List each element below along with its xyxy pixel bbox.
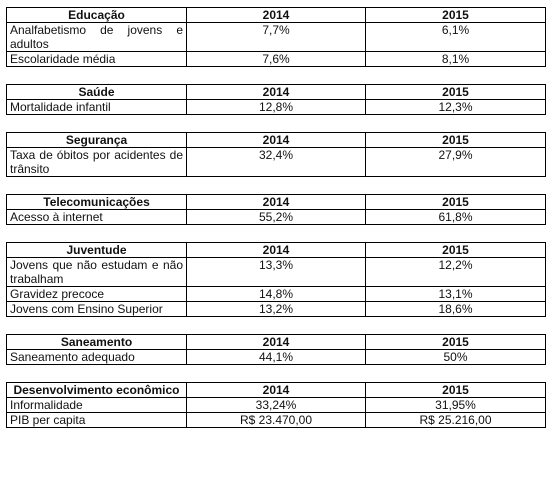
value-2015: 27,9%	[365, 147, 546, 177]
value-2014: 13,3%	[186, 257, 366, 287]
table-header-row: Saneamento 2014 2015	[6, 334, 546, 350]
table-row: PIB per capita R$ 23.470,00 R$ 25.216,00	[6, 412, 546, 428]
value-2014: 13,2%	[186, 301, 366, 317]
table-header-row: Educação 2014 2015	[6, 7, 546, 23]
indicator-label: Jovens com Ensino Superior	[6, 301, 187, 317]
table-row: Mortalidade infantil 12,8% 12,3%	[6, 99, 546, 115]
year-2015-header: 2015	[365, 334, 546, 350]
value-2015: 61,8%	[365, 209, 546, 225]
value-2014: 55,2%	[186, 209, 366, 225]
table-row: Jovens com Ensino Superior 13,2% 18,6%	[6, 301, 546, 317]
table-saude: Saúde 2014 2015 Mortalidade infantil 12,…	[6, 84, 546, 115]
indicator-label: Saneamento adequado	[6, 349, 187, 365]
year-2015-header: 2015	[365, 84, 546, 100]
table-row: Escolaridade média 7,6% 8,1%	[6, 51, 546, 67]
table-row: Jovens que não estudam e não trabalham 1…	[6, 257, 546, 287]
category-header: Segurança	[6, 132, 187, 148]
table-row: Gravidez precoce 14,8% 13,1%	[6, 286, 546, 302]
value-2014: 32,4%	[186, 147, 366, 177]
year-2014-header: 2014	[186, 194, 366, 210]
indicator-label: Informalidade	[6, 397, 187, 413]
table-header-row: Desenvolvimento econômico 2014 2015	[6, 382, 546, 398]
value-2014: 44,1%	[186, 349, 366, 365]
value-2015: 18,6%	[365, 301, 546, 317]
table-telecomunicacoes: Telecomunicações 2014 2015 Acesso à inte…	[6, 194, 546, 225]
table-header-row: Segurança 2014 2015	[6, 132, 546, 148]
indicator-label: Escolaridade média	[6, 51, 187, 67]
table-header-row: Juventude 2014 2015	[6, 242, 546, 258]
value-2014: 7,7%	[186, 22, 366, 52]
table-header-row: Saúde 2014 2015	[6, 84, 546, 100]
year-2014-header: 2014	[186, 382, 366, 398]
year-2014-header: 2014	[186, 84, 366, 100]
year-2015-header: 2015	[365, 194, 546, 210]
indicator-tables: Educação 2014 2015 Analfabetismo de jove…	[6, 7, 546, 428]
table-desenvolvimento-economico: Desenvolvimento econômico 2014 2015 Info…	[6, 382, 546, 428]
indicator-label: Analfabetismo de jovens e adultos	[6, 22, 187, 52]
category-header: Saneamento	[6, 334, 187, 350]
indicator-label: Mortalidade infantil	[6, 99, 187, 115]
value-2015: 8,1%	[365, 51, 546, 67]
value-2014: 14,8%	[186, 286, 366, 302]
year-2014-header: 2014	[186, 7, 366, 23]
table-saneamento: Saneamento 2014 2015 Saneamento adequado…	[6, 334, 546, 365]
value-2015: 31,95%	[365, 397, 546, 413]
table-educacao: Educação 2014 2015 Analfabetismo de jove…	[6, 7, 546, 67]
year-2014-header: 2014	[186, 334, 366, 350]
table-juventude: Juventude 2014 2015 Jovens que não estud…	[6, 242, 546, 317]
indicator-label: Gravidez precoce	[6, 286, 187, 302]
table-seguranca: Segurança 2014 2015 Taxa de óbitos por a…	[6, 132, 546, 177]
category-header: Juventude	[6, 242, 187, 258]
year-2015-header: 2015	[365, 132, 546, 148]
category-header: Desenvolvimento econômico	[6, 382, 187, 398]
year-2015-header: 2015	[365, 382, 546, 398]
category-header: Saúde	[6, 84, 187, 100]
value-2015: 12,2%	[365, 257, 546, 287]
category-header: Educação	[6, 7, 187, 23]
table-row: Analfabetismo de jovens e adultos 7,7% 6…	[6, 22, 546, 52]
value-2015: 50%	[365, 349, 546, 365]
value-2015: 6,1%	[365, 22, 546, 52]
value-2014: 12,8%	[186, 99, 366, 115]
value-2015: 13,1%	[365, 286, 546, 302]
year-2015-header: 2015	[365, 7, 546, 23]
value-2014: 33,24%	[186, 397, 366, 413]
value-2015: R$ 25.216,00	[365, 412, 546, 428]
value-2014: 7,6%	[186, 51, 366, 67]
year-2015-header: 2015	[365, 242, 546, 258]
indicator-label: PIB per capita	[6, 412, 187, 428]
value-2015: 12,3%	[365, 99, 546, 115]
table-header-row: Telecomunicações 2014 2015	[6, 194, 546, 210]
indicator-label: Jovens que não estudam e não trabalham	[6, 257, 187, 287]
value-2014: R$ 23.470,00	[186, 412, 366, 428]
category-header: Telecomunicações	[6, 194, 187, 210]
table-row: Taxa de óbitos por acidentes de trânsito…	[6, 147, 546, 177]
year-2014-header: 2014	[186, 132, 366, 148]
table-row: Acesso à internet 55,2% 61,8%	[6, 209, 546, 225]
year-2014-header: 2014	[186, 242, 366, 258]
indicator-label: Taxa de óbitos por acidentes de trânsito	[6, 147, 187, 177]
table-row: Saneamento adequado 44,1% 50%	[6, 349, 546, 365]
indicator-label: Acesso à internet	[6, 209, 187, 225]
table-row: Informalidade 33,24% 31,95%	[6, 397, 546, 413]
